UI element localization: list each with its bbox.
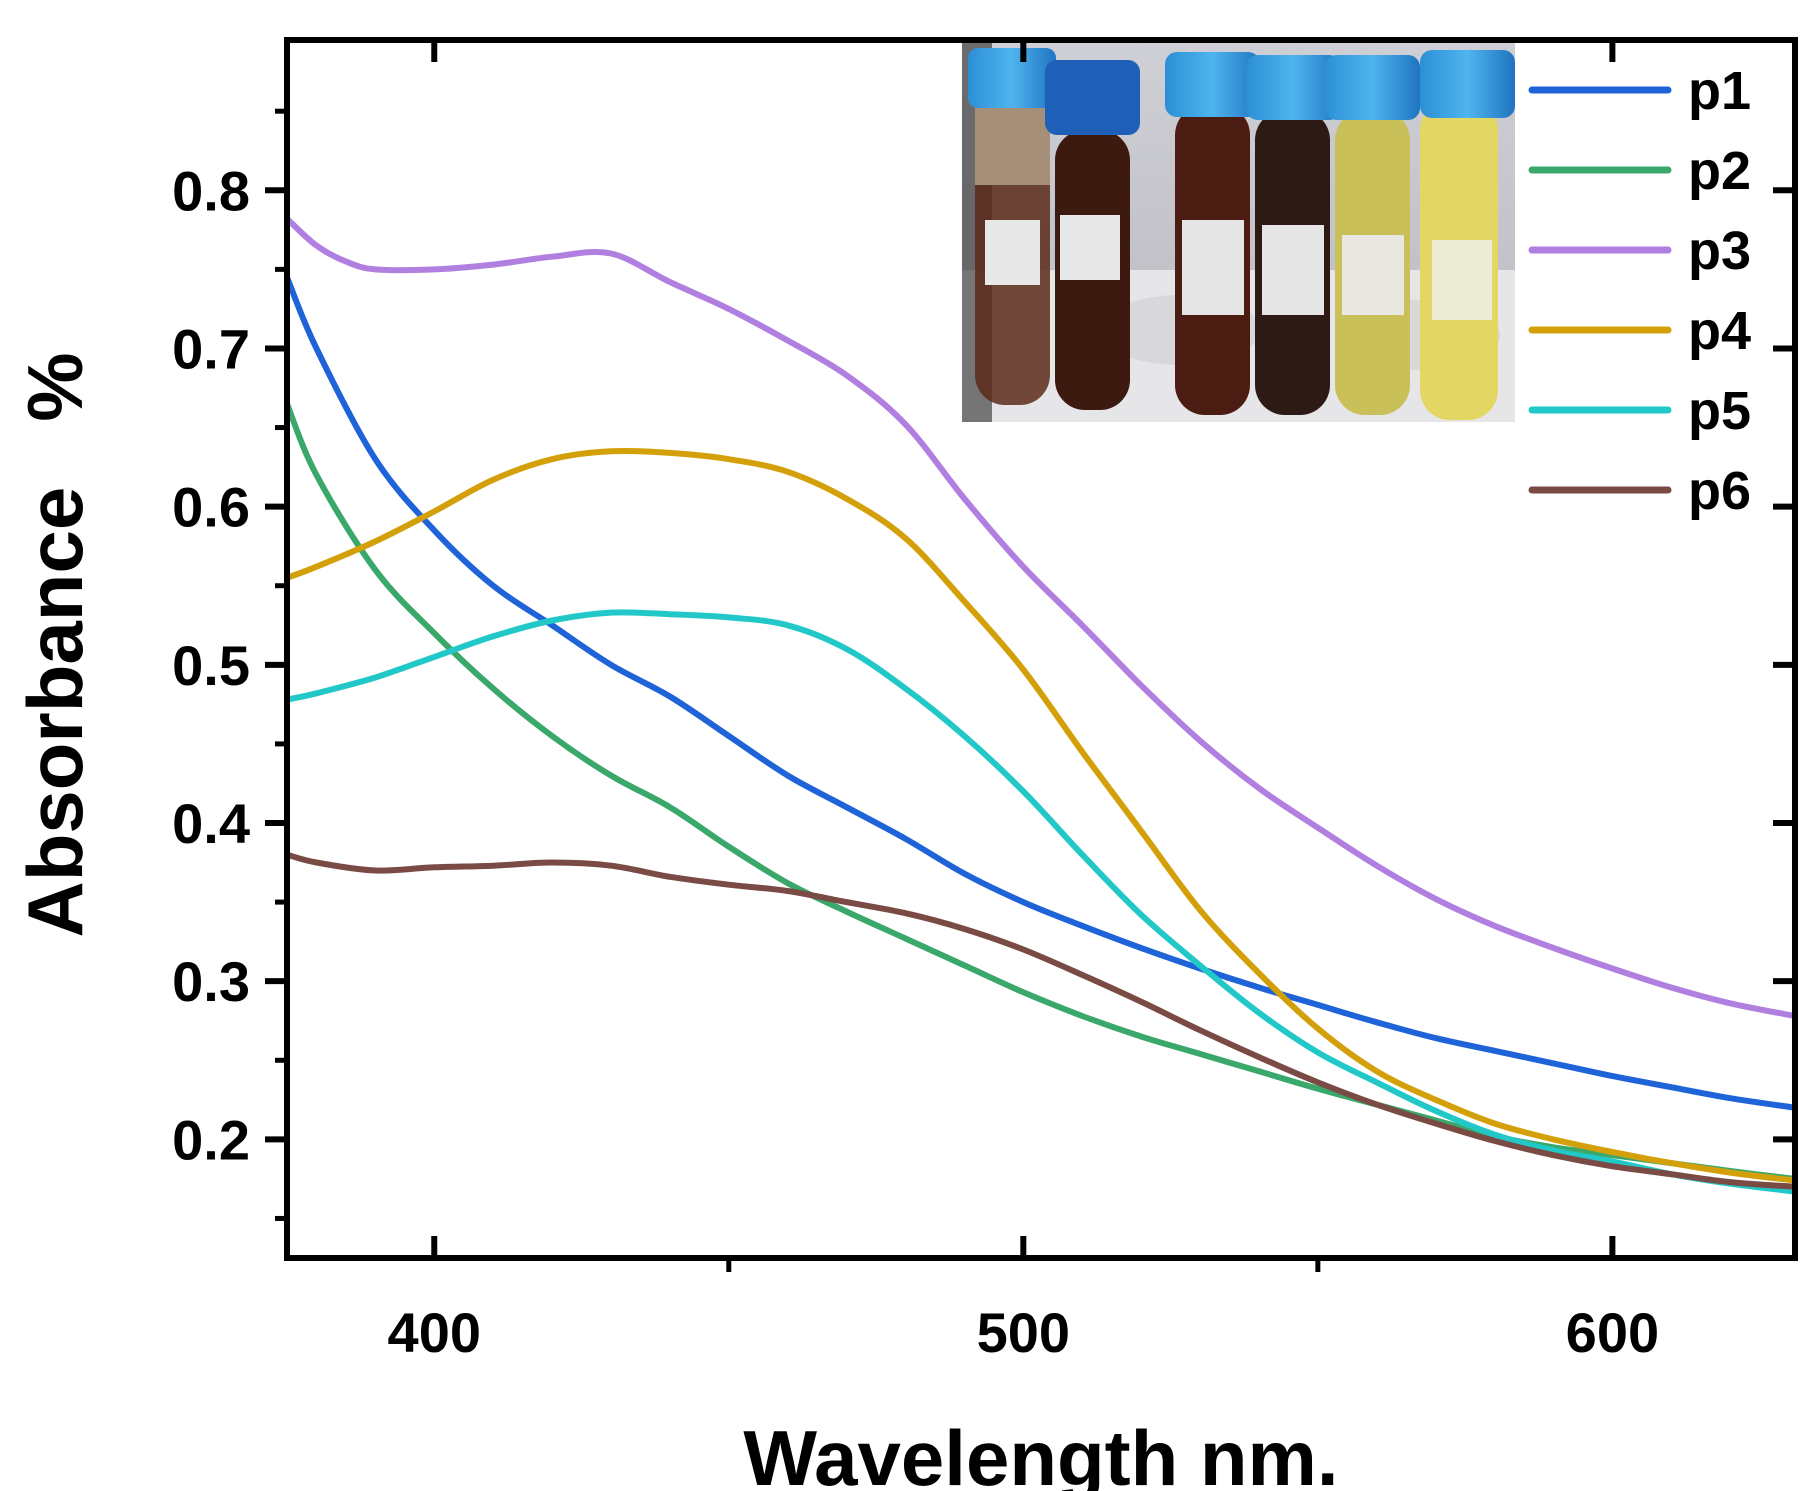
series-line-p4	[287, 447, 1795, 1184]
series-line-p3	[287, 215, 1795, 1019]
legend: p1 p2 p3 p4 p5 p6	[1528, 61, 1751, 521]
y-tick-label: 0.6	[172, 476, 250, 539]
y-tick-label: 0.2	[172, 1108, 250, 1171]
series-line-p6	[287, 851, 1795, 1190]
x-tick-label: 500	[977, 1301, 1070, 1364]
plot-frame	[284, 37, 1798, 1261]
legend-label-p4: p4	[1688, 301, 1751, 361]
series-line-p5	[287, 609, 1795, 1195]
y-tick-label: 0.3	[172, 950, 250, 1013]
y-tick-label: 0.4	[172, 792, 250, 855]
sample-tubes-photo	[962, 40, 1515, 422]
y-tick-label: 0.7	[172, 317, 250, 380]
x-axis-title: Wavelength nm.	[743, 1414, 1338, 1491]
y-tick-label: 0.8	[172, 159, 250, 222]
legend-label-p6: p6	[1688, 461, 1751, 521]
x-tick-label: 600	[1566, 1301, 1659, 1364]
legend-label-p3: p3	[1688, 221, 1751, 281]
legend-label-p2: p2	[1688, 141, 1751, 201]
x-tick-label: 400	[388, 1301, 481, 1364]
series-line-p2	[287, 400, 1795, 1182]
y-axis-title: Absorbance %	[11, 352, 99, 937]
legend-label-p5: p5	[1688, 381, 1751, 441]
legend-label-p1: p1	[1688, 61, 1751, 121]
series-line-p1	[287, 274, 1795, 1111]
y-tick-label: 0.5	[172, 634, 250, 697]
